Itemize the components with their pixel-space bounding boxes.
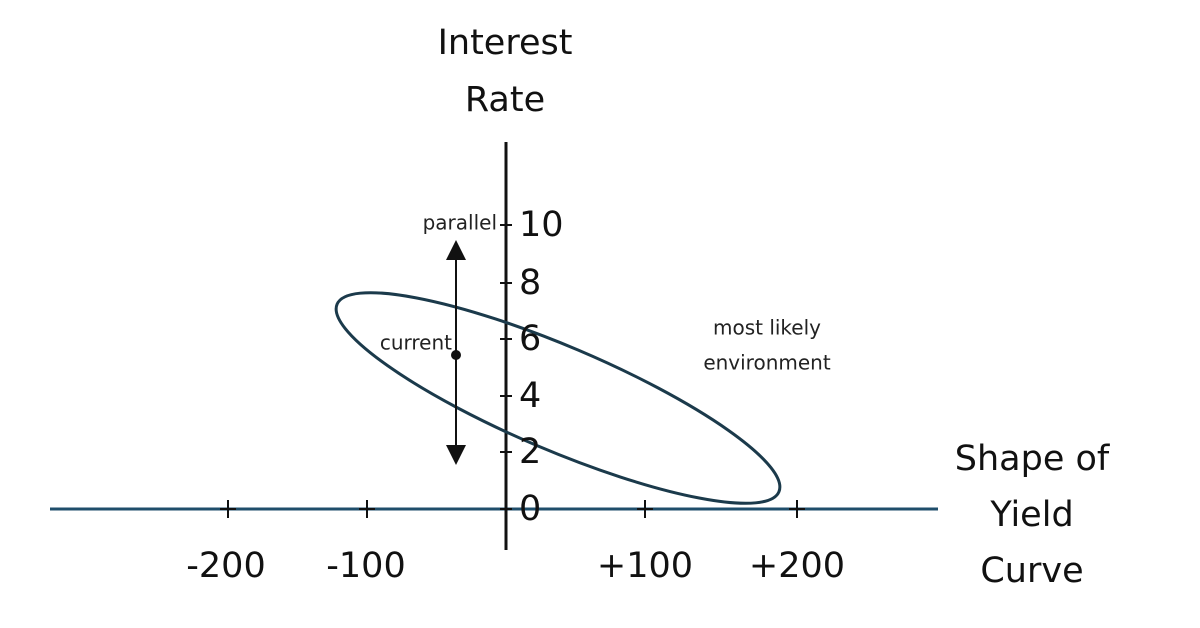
likely-region [334, 291, 782, 505]
y-ticks [500, 224, 512, 510]
x-tick-label: -200 [186, 546, 265, 586]
x-ticks [220, 500, 805, 518]
y-tick-label: 2 [519, 432, 541, 472]
x-axis-title: Yield [989, 495, 1073, 535]
y-axis-title: Rate [465, 80, 545, 120]
current-label: current [380, 331, 452, 355]
y-tick-label: 6 [519, 319, 541, 359]
y-tick-label: 10 [519, 205, 564, 245]
current-point [451, 350, 461, 360]
x-axis-title: Curve [980, 551, 1083, 591]
y-tick-label: 8 [519, 263, 541, 303]
region-label: environment [703, 351, 831, 375]
parallel-label: parallel [423, 211, 497, 235]
x-tick-label: -100 [326, 546, 405, 586]
x-tick-label: +200 [749, 546, 845, 586]
y-tick-label: 0 [519, 489, 541, 529]
region-label: most likely [713, 316, 821, 340]
x-tick-label: +100 [597, 546, 693, 586]
x-axis-title: Shape of [955, 439, 1110, 479]
y-tick-label: 4 [519, 376, 541, 416]
y-axis-title: Interest [438, 23, 573, 63]
